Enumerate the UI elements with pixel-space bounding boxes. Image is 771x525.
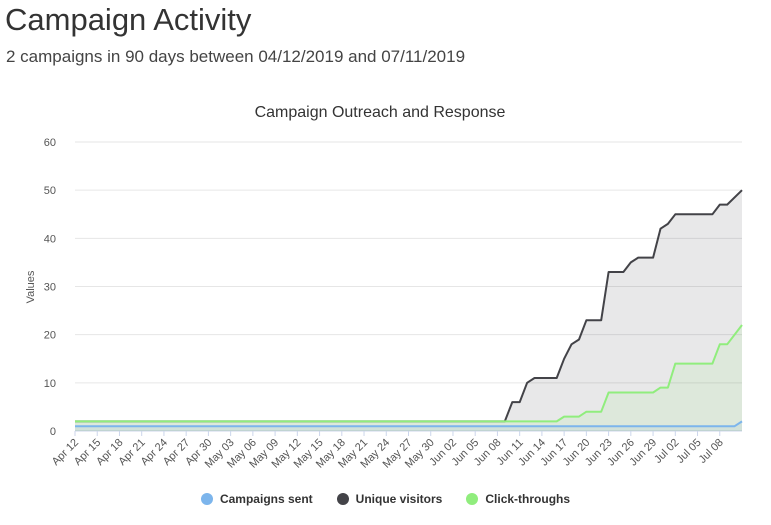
legend-item-unique-visitors[interactable]: Unique visitors	[336, 492, 443, 506]
y-tick-label: 10	[44, 378, 56, 390]
campaigns-sent-line[interactable]	[75, 420, 743, 428]
x-tick-label: Jul 02	[652, 437, 681, 466]
legend-label: Campaigns sent	[219, 492, 313, 506]
campaign-chart: Campaign Outreach and Response Values 0 1…	[25, 104, 743, 471]
legend-item-click-throughs[interactable]: Click-throughs	[466, 492, 570, 506]
y-tick-label: 0	[50, 426, 56, 438]
y-tick-label: 30	[44, 282, 56, 294]
legend-marker	[200, 493, 213, 505]
unique-visitors-line[interactable]	[75, 189, 743, 423]
chart-legend: Campaigns sent Unique visitors Click-throu…	[0, 492, 771, 506]
legend-marker	[336, 493, 349, 505]
legend-marker	[466, 493, 479, 505]
legend-label: Click-throughs	[485, 492, 571, 506]
legend-label: Unique visitors	[355, 492, 443, 506]
y-tick-label: 20	[44, 330, 56, 342]
y-axis-ticks: 0 10 20 30 40 50 60	[44, 137, 56, 438]
y-tick-label: 50	[44, 185, 56, 197]
x-tick-label: Jul 08	[697, 437, 726, 466]
click-throughs-line[interactable]	[75, 324, 743, 423]
y-tick-label: 60	[44, 137, 56, 149]
unique-visitors-area	[75, 190, 742, 431]
chart-title: Campaign Outreach and Response	[255, 104, 506, 121]
x-tick-label: Jul 05	[674, 437, 703, 466]
page-title: Campaign Activity	[5, 2, 252, 37]
click-throughs-area	[75, 325, 742, 431]
page-subtitle: 2 campaigns in 90 days between 04/12/201…	[6, 47, 466, 66]
y-tick-label: 40	[44, 233, 56, 245]
legend-item-campaigns-sent[interactable]: Campaigns sent	[200, 492, 313, 506]
area-layer	[75, 190, 742, 431]
line-layer	[75, 189, 743, 428]
y-axis-label: Values	[25, 270, 37, 303]
